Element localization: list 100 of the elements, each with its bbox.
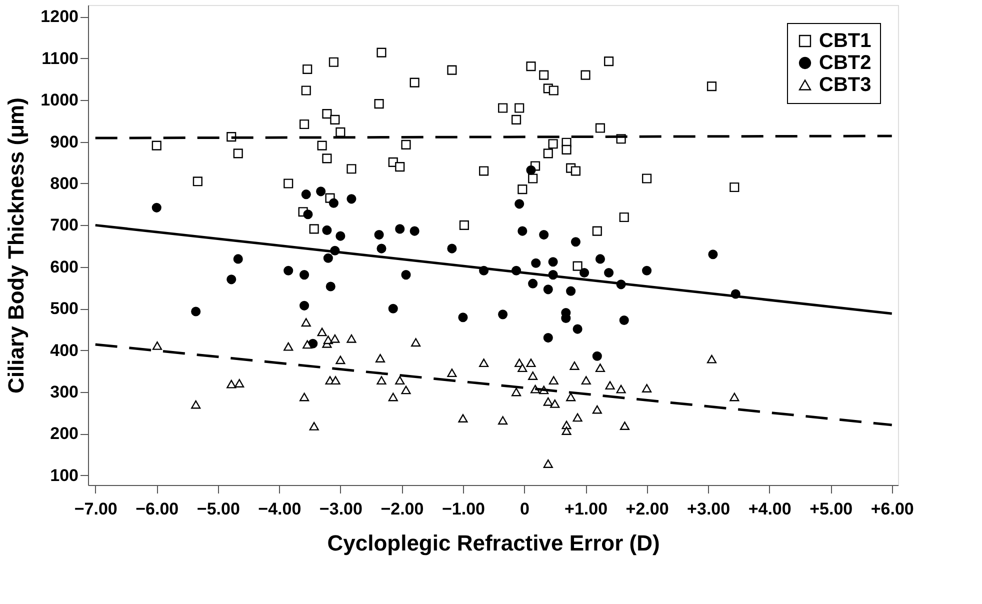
point xyxy=(543,284,553,294)
point xyxy=(526,165,536,175)
point xyxy=(346,334,356,343)
point xyxy=(395,224,405,234)
point xyxy=(458,312,468,322)
x-tick-label: −4.00 xyxy=(258,500,302,518)
point xyxy=(336,231,346,241)
point xyxy=(191,306,201,316)
point xyxy=(302,64,312,74)
point xyxy=(376,376,386,385)
point xyxy=(619,316,629,326)
x-tick-label: −5.00 xyxy=(196,500,240,518)
point xyxy=(518,226,528,236)
point xyxy=(619,212,629,222)
point xyxy=(562,144,572,154)
point xyxy=(550,399,560,408)
point xyxy=(410,78,420,88)
y-axis-title: Ciliary Body Thickness (μm) xyxy=(4,98,29,394)
point xyxy=(411,338,421,347)
point xyxy=(595,364,606,372)
point xyxy=(566,392,576,402)
point xyxy=(562,426,572,436)
y-tick-label: 400 xyxy=(50,340,78,360)
point xyxy=(514,103,524,113)
point xyxy=(531,258,541,268)
point xyxy=(303,210,313,220)
point xyxy=(152,341,162,350)
point xyxy=(152,202,162,212)
point xyxy=(395,376,405,385)
point xyxy=(572,413,582,422)
point xyxy=(459,220,469,230)
point xyxy=(322,154,332,164)
point xyxy=(539,230,549,240)
point xyxy=(518,364,528,372)
point xyxy=(548,139,558,149)
point xyxy=(604,268,614,278)
point xyxy=(518,184,528,194)
point xyxy=(323,253,333,263)
point xyxy=(528,278,538,288)
point xyxy=(642,384,652,392)
point xyxy=(192,176,202,186)
x-axis-title: Cycloplegic Refractive Error (D) xyxy=(327,530,660,556)
point xyxy=(374,99,384,109)
point xyxy=(570,362,580,370)
point xyxy=(580,70,590,80)
point xyxy=(592,351,602,361)
y-tick-label: 300 xyxy=(50,382,78,402)
point xyxy=(447,368,457,378)
x-tick-label: +4.00 xyxy=(748,500,792,518)
x-tick-label: +6.00 xyxy=(870,500,914,518)
point xyxy=(570,237,580,247)
point xyxy=(620,422,630,430)
x-tick-label: 0 xyxy=(520,500,530,518)
point xyxy=(226,274,236,284)
point xyxy=(642,266,652,276)
point xyxy=(528,174,538,184)
point xyxy=(374,230,384,240)
point xyxy=(233,148,243,158)
y-tick-label: 500 xyxy=(50,299,78,318)
point xyxy=(301,318,311,327)
point xyxy=(326,282,336,292)
point xyxy=(233,254,243,264)
point xyxy=(604,56,614,66)
point xyxy=(300,119,310,130)
point xyxy=(498,416,508,425)
point xyxy=(317,328,327,336)
point xyxy=(300,270,310,280)
point xyxy=(284,266,294,276)
point xyxy=(336,356,346,364)
point xyxy=(730,182,740,192)
point xyxy=(330,376,340,385)
point xyxy=(616,384,626,394)
point xyxy=(152,140,162,150)
point xyxy=(410,226,420,236)
point xyxy=(376,244,386,254)
x-tick-label: +1.00 xyxy=(564,500,608,518)
x-tick-label: +5.00 xyxy=(810,500,853,518)
point xyxy=(514,199,524,209)
point xyxy=(316,186,326,196)
x-tick-label: −7.00 xyxy=(74,500,118,518)
point xyxy=(330,334,340,343)
point xyxy=(388,304,398,314)
y-tick-label: 900 xyxy=(50,132,78,152)
point xyxy=(526,358,536,368)
point xyxy=(543,397,553,406)
point xyxy=(543,148,553,158)
point xyxy=(605,381,615,390)
point xyxy=(548,376,558,385)
point xyxy=(234,379,244,388)
x-tick-label: +3.00 xyxy=(687,500,730,518)
point xyxy=(528,372,538,380)
point xyxy=(570,166,580,176)
y-tick-label: 600 xyxy=(50,257,78,276)
point xyxy=(706,354,717,364)
point xyxy=(330,114,340,124)
point xyxy=(592,405,602,414)
x-tick-label: −6.00 xyxy=(136,500,179,518)
point xyxy=(539,70,549,80)
point xyxy=(322,109,332,119)
point xyxy=(375,354,386,362)
